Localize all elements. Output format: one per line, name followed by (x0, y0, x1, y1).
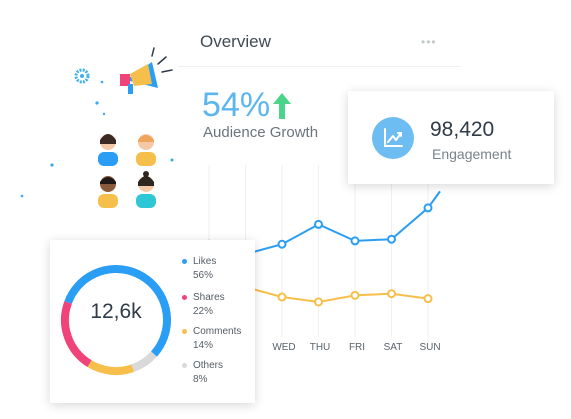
legend-percent: 22% (193, 306, 214, 317)
engagement-label: Engagement (432, 146, 512, 162)
x-tick-label: SAT (383, 342, 403, 353)
donut-slice (61, 265, 171, 375)
donut-card (50, 240, 255, 403)
legend-label: Comments (193, 326, 242, 337)
data-point (350, 290, 360, 300)
overview-title: Overview (200, 32, 271, 51)
data-point (387, 289, 396, 299)
megaphone-icon (120, 47, 173, 94)
more-options-icon[interactable]: ••• (421, 35, 437, 49)
x-tick-label: WED (272, 342, 296, 353)
decor-layer (20, 47, 174, 208)
data-point (314, 219, 323, 229)
avatar (98, 176, 118, 208)
line-chart (204, 165, 441, 337)
legend-dot (182, 329, 187, 334)
arrow-up-icon (273, 93, 291, 119)
growth-value: 54% (202, 86, 271, 124)
divider (178, 66, 461, 67)
legend-dot (182, 259, 187, 264)
donut-chart (61, 265, 171, 375)
legend-percent: 56% (193, 270, 214, 281)
data-point (314, 297, 323, 307)
legend-dot (182, 295, 187, 300)
data-point (387, 234, 396, 244)
avatar (136, 171, 156, 208)
legend-percent: 8% (193, 374, 208, 385)
donut-total: 12,6k (90, 300, 142, 323)
data-point (277, 292, 287, 302)
legend-percent: 14% (193, 340, 214, 351)
legend-label: Likes (193, 256, 217, 267)
chart-trend-icon (372, 117, 414, 159)
x-tick-label: SUN (419, 342, 441, 353)
avatar (98, 134, 118, 166)
series-line (226, 271, 429, 303)
growth-label: Audience Growth (203, 124, 319, 141)
gear-icon (74, 68, 90, 84)
engagement-value: 98,420 (430, 118, 495, 141)
legend-label: Shares (193, 292, 225, 303)
legend-label: Others (193, 360, 224, 371)
data-point (423, 203, 433, 213)
donut-slice (61, 265, 171, 375)
avatar (136, 134, 156, 166)
x-tick-label: FRI (348, 342, 366, 353)
decor-dots (20, 80, 174, 198)
legend-dot (182, 363, 187, 368)
x-tick-label: THU (309, 342, 331, 353)
data-point (423, 294, 433, 304)
chart-trend-icon-glyph (384, 128, 403, 147)
data-point (350, 236, 360, 246)
data-point (277, 239, 287, 249)
